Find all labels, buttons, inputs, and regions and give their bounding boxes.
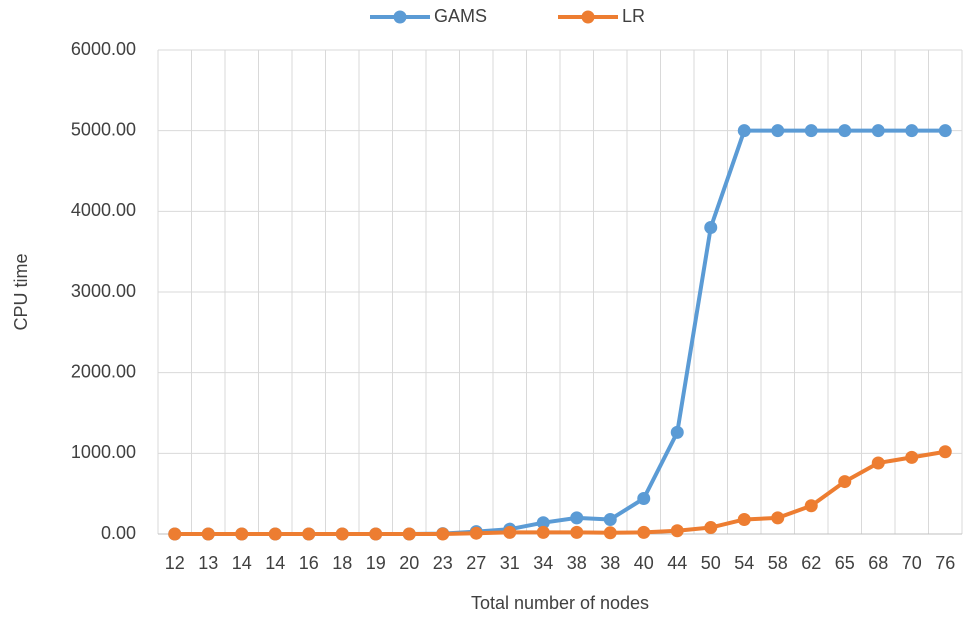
legend-marker — [581, 10, 595, 24]
y-tick-label: 4000.00 — [71, 200, 136, 220]
data-point — [804, 499, 818, 513]
data-point — [168, 527, 182, 541]
data-point — [804, 124, 818, 138]
x-tick-label: 38 — [567, 553, 587, 573]
x-tick-label: 65 — [835, 553, 855, 573]
data-point — [570, 525, 584, 539]
x-tick-label: 76 — [935, 553, 955, 573]
y-tick-label: 1000.00 — [71, 442, 136, 462]
x-tick-label: 19 — [366, 553, 386, 573]
y-axis-label: CPU time — [11, 253, 31, 330]
x-tick-label: 31 — [500, 553, 520, 573]
x-tick-label: 38 — [600, 553, 620, 573]
data-point — [369, 527, 383, 541]
data-point — [737, 124, 751, 138]
data-point — [670, 524, 684, 538]
x-tick-label: 34 — [533, 553, 553, 573]
data-point — [670, 425, 684, 439]
data-point — [469, 526, 483, 540]
x-tick-label: 14 — [265, 553, 285, 573]
data-point — [737, 512, 751, 526]
x-tick-label: 18 — [332, 553, 352, 573]
data-point — [637, 525, 651, 539]
data-point — [603, 512, 617, 526]
data-point — [436, 527, 450, 541]
y-tick-label: 5000.00 — [71, 119, 136, 139]
x-tick-label: 16 — [299, 553, 319, 573]
legend-label: GAMS — [434, 6, 487, 26]
data-point — [905, 450, 919, 464]
data-point — [905, 124, 919, 138]
legend-label: LR — [622, 6, 645, 26]
y-tick-label: 6000.00 — [71, 39, 136, 59]
data-point — [201, 527, 215, 541]
y-tick-label: 2000.00 — [71, 361, 136, 381]
x-tick-label: 14 — [232, 553, 252, 573]
data-point — [335, 527, 349, 541]
data-point — [302, 527, 316, 541]
x-tick-label: 44 — [667, 553, 687, 573]
x-tick-label: 23 — [433, 553, 453, 573]
x-tick-label: 50 — [701, 553, 721, 573]
x-tick-label: 68 — [868, 553, 888, 573]
data-point — [503, 525, 517, 539]
x-tick-label: 62 — [801, 553, 821, 573]
data-point — [938, 445, 952, 459]
x-tick-label: 13 — [198, 553, 218, 573]
x-tick-label: 20 — [399, 553, 419, 573]
data-point — [838, 124, 852, 138]
data-point — [938, 124, 952, 138]
data-point — [637, 492, 651, 506]
data-point — [536, 516, 550, 530]
data-point — [603, 526, 617, 540]
y-tick-label: 0.00 — [101, 523, 136, 543]
x-tick-label: 70 — [902, 553, 922, 573]
x-tick-label: 54 — [734, 553, 754, 573]
data-point — [536, 525, 550, 539]
data-point — [704, 521, 718, 535]
x-tick-label: 12 — [165, 553, 185, 573]
data-point — [771, 511, 785, 525]
x-axis-label: Total number of nodes — [471, 593, 649, 613]
x-tick-label: 27 — [466, 553, 486, 573]
legend-marker — [393, 10, 407, 24]
data-point — [871, 456, 885, 470]
data-point — [771, 124, 785, 138]
data-point — [402, 527, 416, 541]
x-tick-label: 58 — [768, 553, 788, 573]
data-point — [871, 124, 885, 138]
data-point — [704, 220, 718, 234]
data-point — [570, 511, 584, 525]
x-tick-label: 40 — [634, 553, 654, 573]
y-tick-label: 3000.00 — [71, 281, 136, 301]
data-point — [268, 527, 282, 541]
data-point — [235, 527, 249, 541]
data-point — [838, 475, 852, 489]
